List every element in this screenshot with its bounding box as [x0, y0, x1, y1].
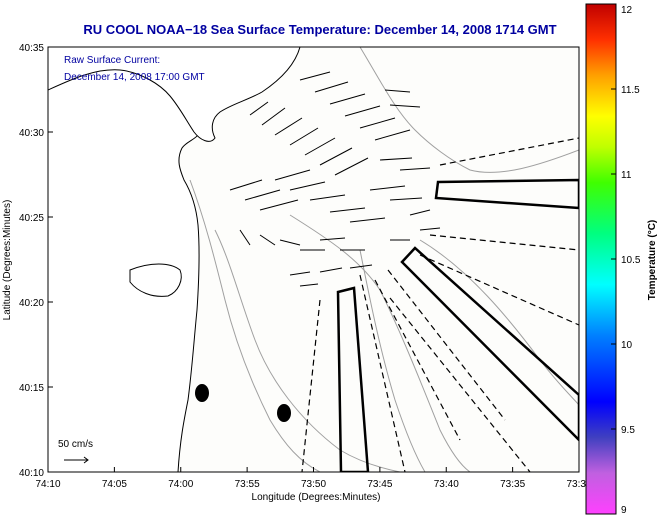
current-arrow: [314, 81, 349, 93]
y-tick-label: 40:15: [19, 383, 44, 394]
mask-region-southeast: [400, 246, 579, 442]
current-arrow: [369, 185, 406, 191]
current-arrow: [329, 93, 366, 105]
subtitle-line-2: December 14, 2008 17:00 GMT: [64, 72, 205, 83]
x-tick-label: 73:35: [500, 479, 525, 490]
current-arrow: [379, 157, 413, 161]
sector-dashed-line: [359, 274, 406, 472]
sector-dashed-line: [419, 254, 579, 326]
x-tick-label: 73:40: [434, 479, 459, 490]
coastline-bay: [129, 263, 182, 297]
current-arrow: [299, 283, 319, 287]
bathymetry-contour: [359, 249, 426, 472]
current-arrow: [279, 239, 301, 246]
current-arrow: [289, 127, 319, 146]
current-vectors: [229, 71, 441, 287]
sector-dashed-line: [374, 279, 461, 441]
mooring-marker: [195, 384, 209, 402]
x-tick-label: 74:05: [102, 479, 127, 490]
current-arrow: [274, 117, 303, 136]
sector-dashed-line: [389, 297, 531, 472]
current-arrow: [344, 105, 381, 117]
chart-title: RU COOL NOAA−18 Sea Surface Temperature:…: [83, 22, 556, 37]
colorbar-tick-label: 10: [621, 340, 633, 351]
coastline-new-jersey: [48, 47, 200, 472]
sector-dashed-line: [387, 269, 506, 421]
current-arrow: [349, 264, 373, 269]
x-tick-label: 74:10: [35, 479, 60, 490]
current-arrow: [334, 157, 369, 176]
colorbar-label: Temperature (°C): [647, 220, 658, 301]
current-arrow: [329, 207, 366, 213]
current-arrow: [261, 107, 286, 126]
colorbar-tick-label: 11: [621, 170, 632, 181]
sector-dashed-line: [439, 137, 579, 166]
current-arrow: [384, 89, 411, 93]
current-arrow: [349, 217, 386, 223]
colorbar-tick-label: 9.5: [621, 425, 635, 436]
radar-sector-lines: [301, 137, 579, 472]
mask-region-east: [434, 178, 579, 210]
current-arrow: [419, 227, 441, 231]
x-axis-label: Longitude (Degrees:Minutes): [252, 492, 381, 503]
current-arrow: [289, 181, 326, 191]
y-tick-label: 40:10: [19, 468, 44, 479]
current-arrow: [409, 209, 431, 216]
current-arrow: [389, 104, 421, 108]
current-arrow: [319, 237, 346, 241]
current-arrow: [299, 71, 331, 81]
current-arrow: [319, 147, 353, 166]
y-axis-label: Latitude (Degrees:Minutes): [2, 200, 13, 321]
scale-arrow-head: [83, 456, 89, 464]
current-arrow: [304, 137, 336, 156]
x-tick-label: 74:00: [168, 479, 193, 490]
coastline-long-island: [48, 47, 301, 142]
sector-dashed-line: [301, 299, 321, 472]
scale-label: 50 cm/s: [58, 439, 93, 450]
sector-dashed-line: [429, 234, 579, 251]
current-arrow: [319, 267, 343, 273]
current-arrow: [239, 229, 251, 246]
current-arrow: [289, 271, 311, 276]
y-tick-label: 40:25: [19, 213, 44, 224]
subtitle-line-1: Raw Surface Current:: [64, 55, 160, 66]
current-arrow: [259, 199, 299, 211]
mooring-marker: [277, 404, 291, 422]
mask-region-south: [336, 286, 370, 472]
y-tick-label: 40:35: [19, 43, 44, 54]
bathymetry-contour: [189, 179, 321, 472]
current-arrow: [374, 129, 411, 141]
current-arrow: [244, 189, 281, 201]
current-arrow: [309, 194, 346, 201]
x-axis: 74:10 74:05 74:00 73:55 73:50 73:45 73:40 73:35…: [35, 467, 592, 490]
colorbar-tick-label: 9: [621, 505, 627, 516]
current-arrow: [399, 167, 431, 171]
colorbar-tick-label: 10.5: [621, 255, 641, 266]
x-tick-label: 73:30: [566, 479, 591, 490]
bathymetry-contour: [359, 47, 579, 173]
current-arrow: [274, 169, 311, 181]
x-tick-label: 73:55: [235, 479, 260, 490]
map-layer: [48, 47, 579, 472]
bathymetry-contour: [214, 229, 401, 472]
bathymetry-contour: [419, 239, 579, 406]
x-tick-label: 73:50: [301, 479, 326, 490]
current-arrow: [359, 117, 396, 129]
y-axis: 40:35 40:30 40:25 40:20 40:15 40:10: [19, 43, 53, 479]
y-tick-label: 40:20: [19, 298, 44, 309]
current-arrow: [259, 234, 276, 246]
colorbar-tick-label: 12: [621, 5, 633, 16]
x-tick-label: 73:45: [367, 479, 392, 490]
current-arrow: [229, 179, 263, 191]
colorbar-tick-label: 11.5: [621, 85, 640, 96]
current-arrow: [389, 197, 423, 201]
y-tick-label: 40:30: [19, 128, 44, 139]
current-arrow: [249, 101, 269, 116]
colorbar-ticks: 12 11.5 11 10.5 10 9.5 9: [611, 3, 641, 516]
